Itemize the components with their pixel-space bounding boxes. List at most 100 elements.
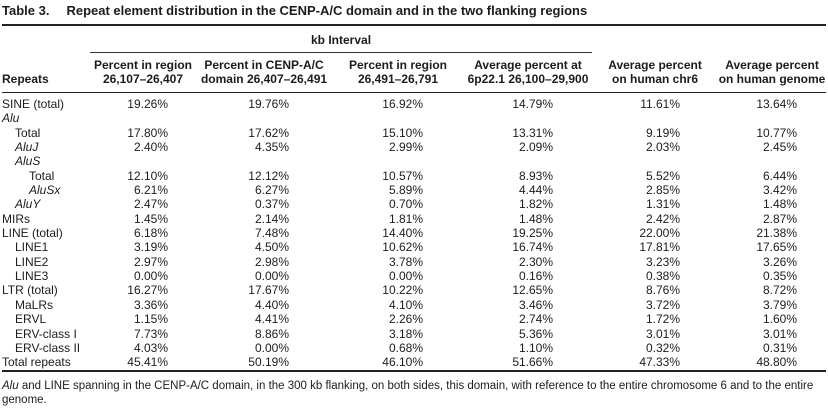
value-cell: 19.76% [248,97,289,111]
value-cell: 1.31% [646,197,681,212]
value-cell: 12.10% [127,168,168,183]
value-cell: 2.03% [646,140,681,155]
span-header-row: kb Interval [2,26,826,53]
value-cell: 1.82% [518,197,554,212]
table-row: MaLRs 3.36% 4.40% 4.10% 3.46% 3.72% 3.79% [2,298,826,312]
value-cell: 3.79% [763,297,798,312]
value-cell: 3.01% [763,326,798,341]
value-cell: 14.79% [512,97,554,111]
repeat-name: AluS [15,154,41,169]
value-cell [718,154,826,168]
repeat-name: AluJ [15,140,39,155]
table-row: ERVL 1.15% 4.41% 2.26% 2.74% 1.72% 1.60% [2,312,826,326]
repeat-distribution-table: kb Interval Repeats Percent in region 26… [2,26,827,372]
value-cell [332,154,464,168]
value-cell: 19.26% [127,97,168,111]
value-cell: 2.30% [518,254,554,269]
value-cell: 0.38% [646,269,681,284]
footnote-text: and LINE spanning in the CENP-A/C domain… [2,379,814,407]
column-header-chr6: Average percent on human chr6 [592,52,719,93]
table-row: Total 17.80% 17.62% 15.10% 13.31% 9.19% 10.77% [2,126,826,140]
repeat-name: LINE3 [15,269,49,284]
value-cell: 8.93% [518,168,554,183]
value-cell: 7.73% [133,326,168,341]
value-cell: 17.81% [639,240,681,255]
table-row: LINE2 2.97% 2.98% 3.78% 2.30% 3.23% 3.26% [2,255,826,269]
table-row: AluSx 6.21% 6.27% 5.89% 4.44% 2.85% 3.42% [2,183,826,197]
kb-interval-span-header: kb Interval [90,26,593,53]
value-cell: 4.03% [133,340,168,355]
value-cell: 10.62% [382,240,423,255]
value-cell: 13.64% [756,97,798,111]
value-cell: 46.10% [382,355,423,370]
value-cell: 2.87% [763,211,798,226]
table-label: Table 3. [2,3,50,18]
repeat-name: ERVL [15,312,47,327]
value-cell: 0.35% [763,269,798,284]
value-cell: 4.35% [254,140,289,155]
value-cell: 8.86% [254,326,289,341]
repeat-name: AluY [15,197,41,212]
value-cell: 6.27% [254,183,289,198]
value-cell: 2.98% [254,254,289,269]
repeat-name: MIRs [2,211,30,226]
value-cell: 12.65% [512,283,554,298]
repeat-name: LINE (total) [2,226,63,241]
table-row: AluS [2,154,826,168]
value-cell: 0.00% [133,269,168,284]
value-cell: 2.26% [388,312,423,327]
value-cell: 3.42% [763,183,798,198]
table-row: Alu [2,111,826,125]
value-cell: 7.48% [254,226,289,241]
value-cell: 3.78% [388,254,423,269]
value-cell: 10.57% [382,168,423,183]
value-cell: 0.31% [763,340,798,355]
value-cell: 3.19% [133,240,168,255]
value-cell: 6.44% [763,168,798,183]
value-cell [592,111,718,125]
table-row: AluY 2.47% 0.37% 0.70% 1.82% 1.31% 1.48% [2,197,826,211]
table-row: Total repeats 45.41% 50.19% 46.10% 51.66% 47.… [2,355,826,370]
value-cell: 4.10% [388,297,423,312]
table-row: Total 12.10% 12.12% 10.57% 8.93% 5.52% 6.44% [2,169,826,183]
value-cell: 1.45% [133,211,168,226]
repeat-name: LTR (total) [2,283,58,298]
column-header-repeats: Repeats [2,52,90,93]
table-row: LINE (total) 6.18% 7.48% 14.40% 19.25% 22.00%… [2,226,826,240]
value-cell: 9.19% [646,125,681,140]
value-cell: 12.12% [248,168,289,183]
value-cell: 17.65% [756,240,798,255]
value-cell: 6.21% [133,183,168,198]
repeat-name: Total [15,125,41,140]
value-cell: 2.40% [133,140,168,155]
value-cell: 6.18% [133,226,168,241]
value-cell: 1.60% [763,312,798,327]
value-cell: 0.00% [254,340,289,355]
column-header-region-left: Percent in region 26,107–26,407 [90,52,196,93]
value-cell: 2.14% [254,211,289,226]
value-cell: 0.00% [388,269,423,284]
value-cell [90,154,196,168]
value-cell: 5.52% [646,168,681,183]
value-cell: 1.81% [388,211,423,226]
value-cell: 2.47% [133,197,168,212]
spacer-cell [2,26,90,53]
value-cell: 0.16% [518,269,554,284]
value-cell: 2.45% [763,140,798,155]
footnote-italic-lead: Alu [2,379,19,392]
value-cell: 3.23% [646,254,681,269]
rule-top [2,24,826,26]
repeat-name: Total [29,168,55,183]
value-cell: 3.26% [763,254,798,269]
value-cell: 22.00% [639,226,681,241]
value-cell: 0.70% [388,197,423,212]
value-cell: 21.38% [756,226,798,241]
value-cell: 47.33% [639,355,681,370]
value-cell [592,154,718,168]
value-cell [90,111,196,125]
value-cell [464,154,592,168]
value-cell: 0.32% [646,340,681,355]
value-cell: 0.37% [254,197,289,212]
value-cell: 16.74% [512,240,554,255]
